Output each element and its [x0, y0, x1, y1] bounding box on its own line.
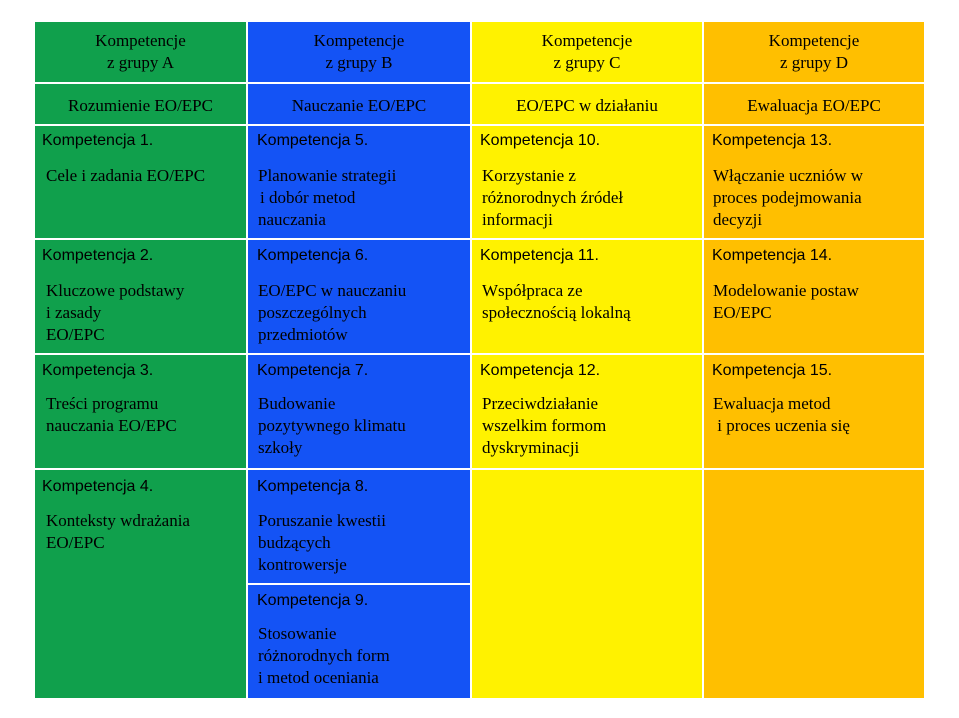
competence-description: Współpraca ze społecznością lokalną — [482, 281, 631, 322]
competence-number: Kompetencja 7. — [257, 362, 369, 379]
column-a-bg — [35, 22, 246, 698]
competence-description: Modelowanie postaw EO/EPC — [713, 281, 859, 322]
competence-description: Treści programu nauczania EO/EPC — [46, 394, 177, 435]
competence-number: Kompetencja 12. — [480, 362, 601, 379]
competence-number: Kompetencja 11. — [480, 247, 599, 264]
subheader-b: Nauczanie EO/EPC — [291, 96, 427, 115]
competence-description: Planowanie strategii i dobór metod naucz… — [258, 166, 397, 229]
competence-number: Kompetencja 15. — [712, 362, 833, 379]
competence-number: Kompetencja 4. — [42, 478, 154, 495]
competence-description: Przeciwdziałanie wszelkim formom dyskrym… — [482, 394, 607, 457]
competence-description: Budowanie pozytywnego klimatu szkoły — [258, 394, 406, 457]
row-divider — [35, 353, 924, 355]
competence-number: Kompetencja 10. — [480, 132, 601, 149]
column-b-bg — [248, 22, 470, 698]
competence-description: Kluczowe podstawy i zasady EO/EPC — [46, 281, 185, 344]
column-d-bg — [704, 22, 924, 698]
header-group-b: Kompetencje z grupy B — [313, 31, 405, 72]
competence-number: Kompetencja 5. — [257, 132, 369, 149]
competence-number: Kompetencja 3. — [42, 362, 154, 379]
subheader-d: Ewaluacja EO/EPC — [747, 96, 881, 115]
competence-number: Kompetencja 9. — [257, 592, 369, 609]
subheader-c: EO/EPC w działaniu — [516, 96, 658, 115]
row-divider — [35, 468, 924, 470]
competence-description: Konteksty wdrażania EO/EPC — [46, 511, 190, 552]
competence-description: Poruszanie kwestii budzących kontrowersj… — [258, 511, 386, 574]
header-group-d: Kompetencje z grupy D — [768, 31, 860, 72]
competence-number: Kompetencja 13. — [712, 132, 833, 149]
competence-description: Cele i zadania EO/EPC — [46, 166, 206, 185]
header-group-c: Kompetencje z grupy C — [541, 31, 633, 72]
row-divider — [35, 124, 924, 126]
competence-description: EO/EPC w nauczaniu poszczególnych przedm… — [258, 281, 407, 344]
competence-description: Włączanie uczniów w proces podejmowania … — [713, 166, 864, 229]
competence-number: Kompetencja 8. — [257, 478, 369, 495]
column-c-bg — [472, 22, 702, 698]
competence-description: Korzystanie z różnorodnych źródeł inform… — [482, 166, 624, 229]
competence-number: Kompetencja 2. — [42, 247, 154, 264]
subheader-a: Rozumienie EO/EPC — [68, 96, 213, 115]
row-divider — [35, 238, 924, 240]
row-divider — [248, 583, 470, 585]
competence-description: Ewaluacja metod i proces uczenia się — [713, 394, 850, 435]
competence-description: Stosowanie różnorodnych form i metod oce… — [258, 624, 390, 687]
competence-number: Kompetencja 14. — [712, 247, 833, 264]
row-divider — [35, 82, 924, 84]
header-group-a: Kompetencje z grupy A — [95, 31, 186, 72]
competence-number: Kompetencja 1. — [42, 132, 154, 149]
competence-number: Kompetencja 6. — [257, 247, 369, 264]
